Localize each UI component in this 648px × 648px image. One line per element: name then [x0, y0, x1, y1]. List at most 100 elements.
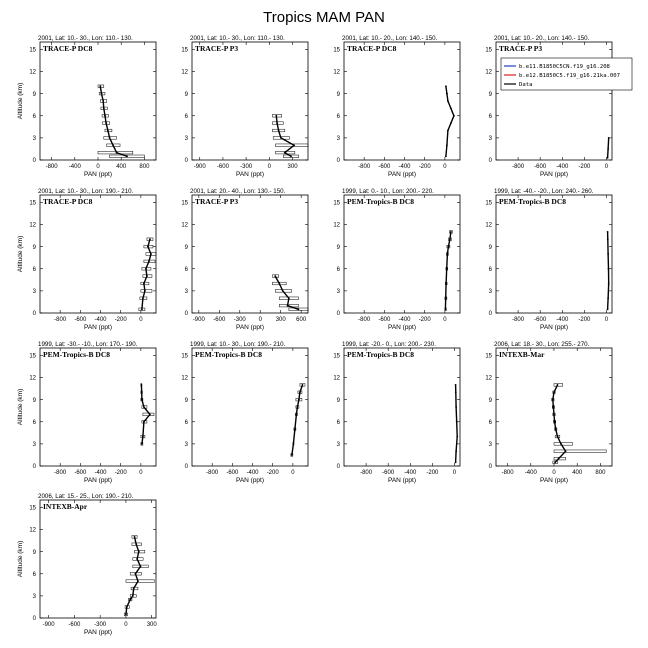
- data-point: [278, 282, 281, 285]
- x-axis-label: PAN (ppt): [84, 171, 112, 178]
- y-tick-label: 12: [29, 376, 36, 382]
- chart-panel-12: 2006, Lat: 18.- 30., Lon: 255.- 270. INTE…: [485, 341, 613, 484]
- error-bar: [134, 550, 146, 554]
- y-tick-label: 0: [33, 158, 37, 164]
- plot-frame: [343, 347, 461, 467]
- legend-entry: b.e11.B1850C5CN.f19_g16.208: [519, 64, 611, 70]
- x-tick-label: 0: [605, 317, 609, 323]
- data-profile-line: [552, 384, 567, 463]
- error-bar: [275, 151, 296, 155]
- data-point: [564, 450, 567, 453]
- y-tick-label: 12: [485, 70, 492, 76]
- x-tick-label: 0: [96, 164, 100, 170]
- x-tick-label: 0: [605, 164, 609, 170]
- x-tick-label: -800: [54, 470, 67, 476]
- data-point: [553, 420, 556, 423]
- x-tick-label: 800: [595, 470, 606, 476]
- y-tick-label: 0: [185, 158, 189, 164]
- x-tick-label: -200: [115, 317, 128, 323]
- panel-label: TRACE-P P3: [195, 197, 238, 206]
- chart-panel-1: 2001, Lat: 10.- 30., Lon: 110.- 130. TRAC…: [17, 35, 157, 178]
- chart-panel-5: 2001, Lat: 10.- 30., Lon: 190.- 210. TRAC…: [17, 188, 157, 331]
- data-point: [551, 398, 554, 401]
- y-tick-label: 9: [185, 92, 189, 98]
- y-tick-label: 3: [337, 442, 341, 448]
- x-tick-label: -300: [240, 164, 253, 170]
- data-point: [136, 558, 138, 560]
- x-tick-label: 300: [147, 622, 158, 628]
- error-bar: [109, 154, 145, 158]
- data-point: [445, 282, 447, 285]
- data-point: [142, 420, 145, 423]
- data-point: [557, 457, 560, 460]
- panel-subtitle: 2006, Lat: 15.- 25., Lon: 190.- 210.: [38, 493, 134, 500]
- data-point: [290, 155, 292, 158]
- x-tick-label: 0: [291, 470, 295, 476]
- x-tick-label: 0: [443, 164, 447, 170]
- x-tick-label: -600: [378, 164, 391, 170]
- error-bar: [140, 289, 153, 293]
- data-profile-line: [291, 384, 304, 455]
- x-tick-label: -400: [404, 470, 417, 476]
- data-point: [455, 450, 458, 453]
- plot-frame: [39, 194, 157, 314]
- data-point: [450, 230, 452, 233]
- y-tick-label: 15: [29, 201, 36, 207]
- x-tick-label: -600: [534, 164, 547, 170]
- chart-panel-9: 1999, Lat: -30.- -10., Lon: 170.- 190. PE…: [17, 341, 157, 484]
- x-axis-label: PAN (ppt): [236, 324, 264, 331]
- x-tick-label: -400: [95, 317, 108, 323]
- data-point: [141, 297, 144, 300]
- data-point: [296, 406, 299, 408]
- y-tick-label: 12: [181, 70, 188, 76]
- y-tick-label: 0: [337, 464, 341, 470]
- y-tick-label: 6: [489, 420, 493, 426]
- data-point: [115, 151, 118, 154]
- data-point: [449, 238, 451, 241]
- data-point: [552, 406, 555, 408]
- y-tick-label: 9: [489, 92, 493, 98]
- data-point: [444, 297, 447, 300]
- y-tick-label: 15: [485, 201, 492, 207]
- y-tick-label: 15: [29, 354, 36, 360]
- y-tick-label: 9: [33, 398, 37, 404]
- y-tick-label: 3: [33, 594, 37, 600]
- y-tick-label: 9: [489, 245, 493, 251]
- x-tick-label: 400: [572, 470, 583, 476]
- panel-subtitle: 2006, Lat: 18.- 30., Lon: 255.- 270.: [494, 341, 590, 348]
- y-tick-label: 12: [181, 376, 188, 382]
- x-axis-label: PAN (ppt): [540, 171, 568, 178]
- chart-panel-11: 1999, Lat: -20.- 0., Lon: 200.- 230. PEM-…: [333, 341, 461, 484]
- x-tick-label: -200: [426, 470, 439, 476]
- data-point: [281, 289, 284, 292]
- data-point: [140, 383, 143, 386]
- y-tick-label: 3: [489, 289, 493, 295]
- plot-frame: [495, 194, 613, 314]
- x-tick-label: -800: [512, 317, 525, 323]
- panel-label: TRACE-P DC8: [43, 44, 93, 53]
- x-tick-label: -400: [95, 470, 108, 476]
- x-tick-label: -800: [360, 470, 373, 476]
- data-point: [132, 587, 135, 590]
- y-tick-label: 15: [181, 201, 188, 207]
- x-tick-label: -600: [378, 317, 391, 323]
- error-bar: [125, 579, 155, 583]
- panel-label: TRACE-P P3: [499, 44, 542, 53]
- data-profile-line: [141, 239, 152, 310]
- y-tick-label: 0: [33, 311, 37, 317]
- x-tick-label: -400: [69, 164, 82, 170]
- x-tick-label: 0: [268, 164, 272, 170]
- data-point: [99, 85, 102, 88]
- data-point: [144, 289, 146, 292]
- data-point: [139, 565, 142, 568]
- error-bar: [552, 460, 558, 464]
- x-tick-label: -900: [194, 164, 207, 170]
- data-point: [145, 267, 147, 270]
- data-point: [275, 114, 278, 117]
- error-bar: [288, 307, 309, 311]
- x-tick-label: -200: [419, 164, 432, 170]
- data-point: [112, 144, 114, 147]
- data-point: [446, 100, 449, 102]
- data-point: [135, 543, 138, 546]
